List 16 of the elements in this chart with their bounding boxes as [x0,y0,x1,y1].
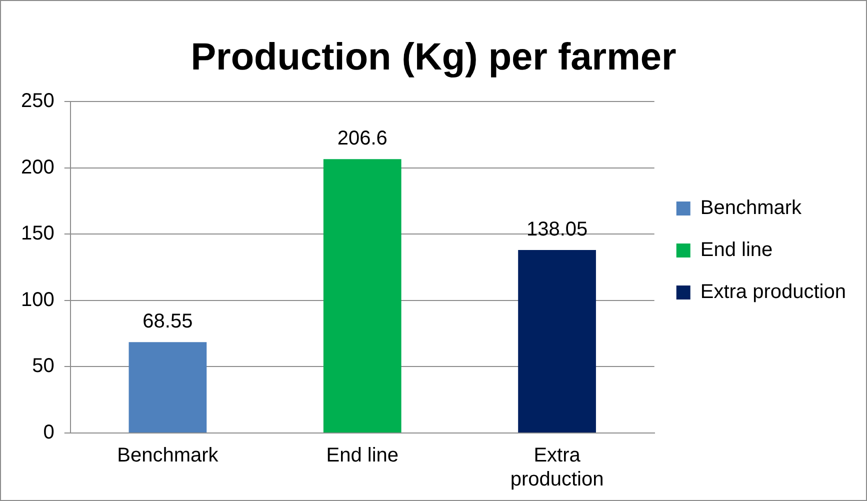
y-tick-label: 100 [20,288,54,311]
chart-title: Production (Kg) per farmer [190,36,676,78]
y-tick-label: 200 [20,156,54,178]
y-tick-label: 50 [32,355,54,378]
legend-label: Benchmark [700,197,803,220]
x-tick-label: End line [326,444,399,467]
legend-label: End line [700,239,773,262]
x-tick-label: Extra production [510,444,604,491]
y-tick-label: 0 [43,422,54,444]
data-label: 206.6 [337,128,388,150]
y-tick-label: 150 [20,222,54,245]
y-tick-label: 250 [20,90,54,112]
legend-label: Extra production [700,281,846,304]
x-tick-label: Benchmark [117,444,220,467]
data-label: 138.05 [526,218,588,241]
data-label: 68.55 [142,310,193,333]
